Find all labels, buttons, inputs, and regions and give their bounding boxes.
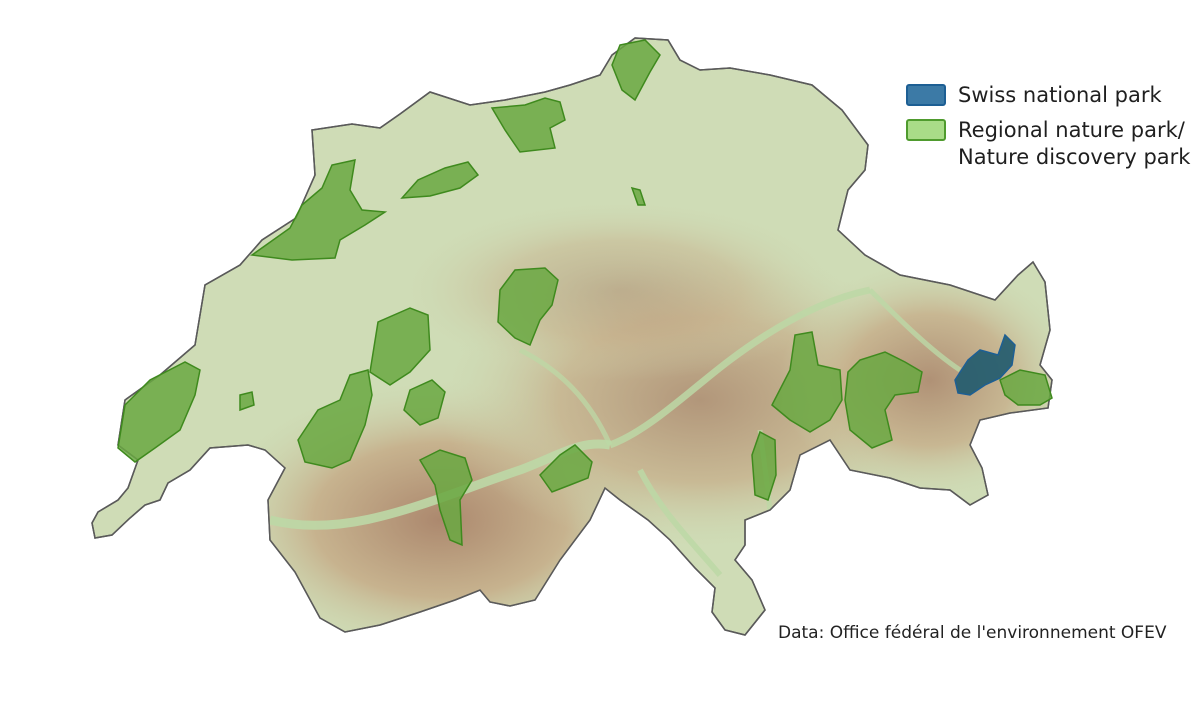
legend-item-national-park: Swiss national park [906,82,1190,109]
regional-park-area [418,449,473,547]
swiss-national-park [954,333,1016,396]
regional-park-area [490,97,566,153]
regional-park-area [297,369,373,469]
legend-label-regional-park: Regional nature park/ Nature discovery p… [958,118,1191,169]
map-legend: Swiss national park Regional nature park… [906,82,1190,179]
source-credit: Data: Office fédéral de l'environnement … [778,623,1167,643]
regional-park-area [403,379,446,426]
regional-park-area [751,430,777,501]
regional-park-area [117,361,201,463]
regional-park-area [239,391,255,412]
legend-label-national-park: Swiss national park [958,83,1162,107]
legend-swatch-national-park [906,84,946,106]
regional-park-area [497,267,559,347]
regional-park-area [400,161,480,199]
regional-park-area [999,369,1053,406]
legend-item-regional-park: Regional nature park/ Nature discovery p… [906,117,1190,171]
regional-park-area [369,307,431,386]
regional-park-area [539,444,593,493]
regional-park-area [249,159,388,261]
legend-swatch-regional-park [906,119,946,141]
regional-parks [117,39,1053,547]
country-border [91,37,1053,636]
regional-park-area [630,186,647,206]
regional-park-area [611,39,661,102]
regional-park-area [844,351,923,449]
regional-park-area [771,331,843,433]
